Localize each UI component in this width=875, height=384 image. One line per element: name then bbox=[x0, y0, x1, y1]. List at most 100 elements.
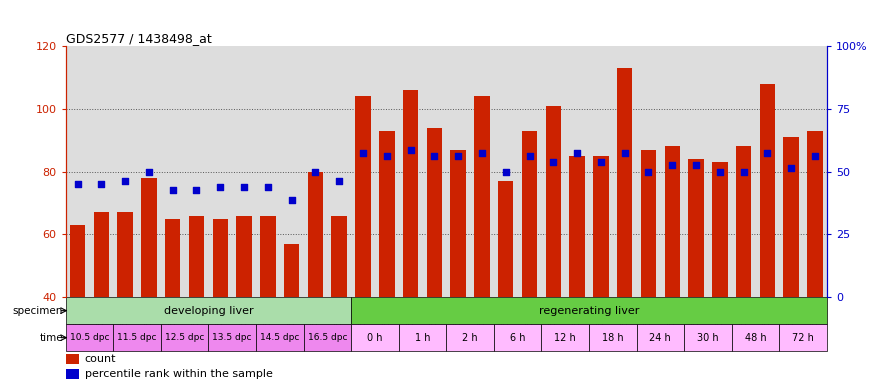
Text: 72 h: 72 h bbox=[792, 333, 814, 343]
Bar bbox=[546, 106, 561, 297]
Bar bbox=[208, 324, 256, 351]
Bar bbox=[308, 172, 323, 297]
Bar bbox=[355, 96, 371, 297]
Bar bbox=[732, 324, 780, 351]
Text: 18 h: 18 h bbox=[602, 333, 624, 343]
Text: time: time bbox=[39, 333, 63, 343]
Text: 12 h: 12 h bbox=[555, 333, 576, 343]
Text: 0 h: 0 h bbox=[368, 333, 382, 343]
Text: 30 h: 30 h bbox=[697, 333, 718, 343]
Text: 14.5 dpc: 14.5 dpc bbox=[260, 333, 299, 342]
Bar bbox=[664, 147, 680, 297]
Point bbox=[760, 150, 774, 156]
Point bbox=[475, 150, 489, 156]
Bar bbox=[165, 218, 180, 297]
Text: GDS2577 / 1438498_at: GDS2577 / 1438498_at bbox=[66, 32, 212, 45]
Text: 12.5 dpc: 12.5 dpc bbox=[164, 333, 204, 342]
Point bbox=[284, 197, 298, 203]
Point bbox=[546, 159, 560, 165]
Text: 10.5 dpc: 10.5 dpc bbox=[70, 333, 109, 342]
Bar bbox=[427, 127, 442, 297]
Bar bbox=[161, 324, 208, 351]
Bar bbox=[304, 324, 351, 351]
Bar bbox=[736, 147, 752, 297]
Point bbox=[142, 169, 156, 175]
Bar bbox=[66, 297, 351, 324]
Bar bbox=[498, 181, 514, 297]
Point bbox=[522, 153, 536, 159]
Text: 16.5 dpc: 16.5 dpc bbox=[307, 333, 347, 342]
Point bbox=[808, 153, 822, 159]
Point bbox=[261, 184, 275, 190]
Bar bbox=[617, 68, 633, 297]
Bar bbox=[493, 324, 542, 351]
Bar bbox=[189, 215, 204, 297]
Point bbox=[308, 169, 322, 175]
Point bbox=[403, 147, 417, 153]
Point bbox=[737, 169, 751, 175]
Text: 11.5 dpc: 11.5 dpc bbox=[117, 333, 157, 342]
Point bbox=[570, 150, 584, 156]
Bar bbox=[712, 162, 727, 297]
Bar bbox=[542, 324, 589, 351]
Bar bbox=[351, 297, 827, 324]
Bar bbox=[589, 324, 637, 351]
Bar bbox=[684, 324, 732, 351]
Text: regenerating liver: regenerating liver bbox=[539, 306, 639, 316]
Point bbox=[452, 153, 466, 159]
Text: 1 h: 1 h bbox=[415, 333, 430, 343]
Text: 24 h: 24 h bbox=[649, 333, 671, 343]
Text: percentile rank within the sample: percentile rank within the sample bbox=[85, 369, 272, 379]
Bar bbox=[117, 212, 133, 297]
Point bbox=[214, 184, 228, 190]
Point bbox=[356, 150, 370, 156]
Bar bbox=[783, 137, 799, 297]
Text: 2 h: 2 h bbox=[462, 333, 478, 343]
Bar bbox=[260, 215, 276, 297]
Text: 13.5 dpc: 13.5 dpc bbox=[213, 333, 252, 342]
Bar bbox=[451, 150, 466, 297]
Point bbox=[237, 184, 251, 190]
Text: count: count bbox=[85, 354, 116, 364]
Bar bbox=[213, 218, 228, 297]
Bar bbox=[474, 96, 490, 297]
Point bbox=[190, 187, 204, 194]
Bar bbox=[446, 324, 493, 351]
Bar bbox=[351, 324, 399, 351]
Bar bbox=[236, 215, 252, 297]
Bar bbox=[689, 159, 704, 297]
Bar bbox=[402, 90, 418, 297]
Bar bbox=[637, 324, 684, 351]
Point bbox=[94, 181, 108, 187]
Bar bbox=[522, 131, 537, 297]
Bar bbox=[66, 354, 80, 364]
Bar bbox=[332, 215, 346, 297]
Point bbox=[689, 162, 703, 169]
Point bbox=[71, 181, 85, 187]
Point bbox=[332, 178, 346, 184]
Bar bbox=[94, 212, 109, 297]
Text: developing liver: developing liver bbox=[164, 306, 253, 316]
Point bbox=[784, 166, 798, 172]
Bar bbox=[66, 369, 80, 379]
Point bbox=[499, 169, 513, 175]
Text: 48 h: 48 h bbox=[745, 333, 766, 343]
Bar bbox=[808, 131, 822, 297]
Bar bbox=[379, 131, 395, 297]
Point bbox=[594, 159, 608, 165]
Point bbox=[641, 169, 655, 175]
Bar bbox=[399, 324, 446, 351]
Point bbox=[118, 178, 132, 184]
Bar bbox=[284, 244, 299, 297]
Bar bbox=[141, 178, 157, 297]
Point bbox=[380, 153, 394, 159]
Bar bbox=[70, 225, 85, 297]
Bar bbox=[640, 150, 656, 297]
Point bbox=[427, 153, 441, 159]
Point bbox=[165, 187, 179, 194]
Bar bbox=[570, 156, 584, 297]
Bar bbox=[780, 324, 827, 351]
Text: 6 h: 6 h bbox=[510, 333, 525, 343]
Bar bbox=[113, 324, 161, 351]
Text: specimen: specimen bbox=[13, 306, 63, 316]
